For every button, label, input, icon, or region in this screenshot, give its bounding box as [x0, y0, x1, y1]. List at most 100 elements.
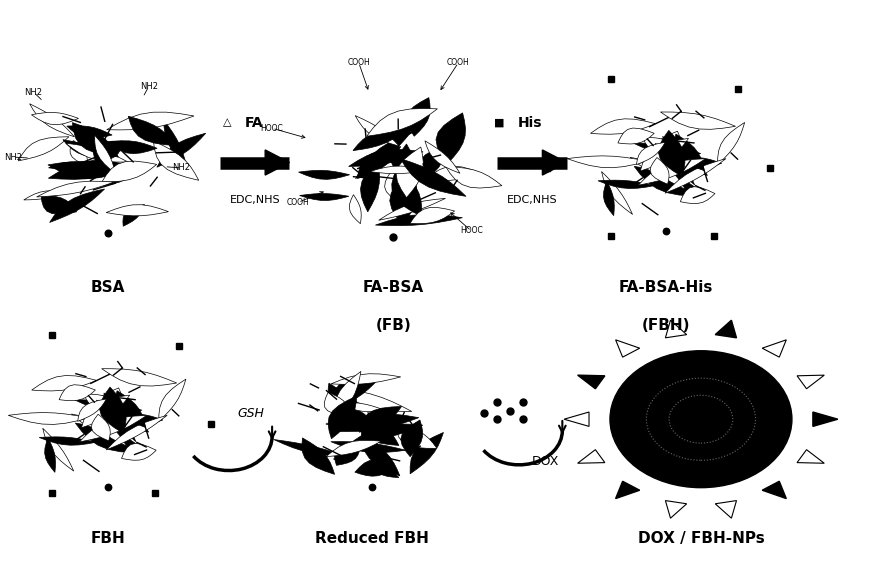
Polygon shape: [331, 374, 401, 384]
Polygon shape: [265, 150, 289, 175]
Polygon shape: [45, 438, 55, 472]
Text: (FB): (FB): [375, 317, 411, 332]
Polygon shape: [369, 166, 426, 173]
Polygon shape: [86, 135, 118, 168]
Text: His: His: [517, 116, 542, 130]
Polygon shape: [578, 450, 605, 463]
Polygon shape: [401, 420, 423, 457]
Polygon shape: [78, 399, 106, 421]
Polygon shape: [349, 149, 423, 166]
Text: BSA: BSA: [90, 281, 125, 295]
Polygon shape: [164, 120, 187, 166]
Polygon shape: [355, 116, 399, 146]
Polygon shape: [578, 375, 605, 389]
Polygon shape: [298, 170, 350, 179]
Polygon shape: [71, 414, 119, 431]
Polygon shape: [24, 191, 67, 200]
Polygon shape: [328, 396, 357, 439]
Text: DOX: DOX: [531, 456, 559, 468]
Text: DOX / FBH-NPs: DOX / FBH-NPs: [638, 532, 765, 547]
Polygon shape: [92, 412, 126, 446]
Polygon shape: [66, 143, 128, 162]
Polygon shape: [660, 112, 736, 129]
Polygon shape: [353, 131, 405, 150]
Polygon shape: [153, 141, 199, 180]
Polygon shape: [37, 181, 114, 197]
Polygon shape: [338, 392, 358, 416]
Polygon shape: [663, 137, 695, 185]
Polygon shape: [637, 142, 666, 165]
Polygon shape: [119, 414, 163, 425]
Polygon shape: [335, 387, 412, 411]
Polygon shape: [41, 195, 76, 214]
Polygon shape: [101, 170, 138, 186]
Polygon shape: [640, 138, 688, 171]
Polygon shape: [396, 147, 424, 198]
Polygon shape: [392, 167, 422, 217]
Polygon shape: [82, 395, 130, 428]
Text: FBH: FBH: [90, 532, 125, 547]
Text: (FBH): (FBH): [642, 317, 690, 332]
Polygon shape: [328, 383, 349, 408]
Polygon shape: [8, 412, 89, 425]
Polygon shape: [367, 108, 438, 137]
Polygon shape: [335, 372, 361, 420]
Polygon shape: [116, 391, 146, 427]
Polygon shape: [616, 340, 639, 357]
Polygon shape: [410, 207, 454, 223]
Polygon shape: [674, 134, 704, 170]
Polygon shape: [367, 412, 410, 432]
Polygon shape: [375, 214, 462, 226]
Polygon shape: [43, 428, 74, 471]
Polygon shape: [353, 424, 423, 441]
Polygon shape: [361, 428, 393, 475]
Polygon shape: [389, 137, 417, 195]
Polygon shape: [564, 412, 589, 426]
Polygon shape: [400, 158, 466, 196]
Text: COOH: COOH: [287, 198, 310, 207]
Polygon shape: [425, 141, 460, 173]
Polygon shape: [73, 123, 118, 157]
Polygon shape: [618, 128, 654, 144]
Text: COOH: COOH: [347, 58, 370, 67]
Polygon shape: [426, 166, 479, 180]
Polygon shape: [334, 448, 360, 465]
Polygon shape: [334, 414, 419, 431]
Polygon shape: [590, 119, 655, 134]
Polygon shape: [436, 113, 466, 164]
Polygon shape: [106, 415, 168, 450]
Polygon shape: [616, 482, 639, 499]
Text: NH2: NH2: [139, 82, 158, 91]
Polygon shape: [119, 414, 135, 444]
Text: HOOC: HOOC: [260, 124, 283, 133]
Text: EDC,NHS: EDC,NHS: [230, 195, 280, 204]
Polygon shape: [83, 394, 123, 410]
Text: NH2: NH2: [25, 88, 42, 97]
Polygon shape: [373, 463, 399, 478]
Polygon shape: [32, 376, 96, 391]
Polygon shape: [107, 112, 194, 130]
Polygon shape: [655, 131, 681, 164]
Polygon shape: [389, 172, 417, 225]
Polygon shape: [123, 204, 145, 226]
Polygon shape: [602, 172, 632, 214]
Polygon shape: [358, 147, 401, 179]
Polygon shape: [813, 412, 838, 426]
Text: NH2: NH2: [4, 153, 22, 162]
Polygon shape: [334, 378, 367, 401]
Polygon shape: [302, 438, 335, 475]
Polygon shape: [678, 157, 722, 168]
Polygon shape: [48, 161, 125, 179]
Polygon shape: [360, 407, 402, 432]
Polygon shape: [716, 501, 737, 518]
Polygon shape: [367, 437, 400, 476]
Polygon shape: [103, 393, 136, 442]
Polygon shape: [98, 411, 127, 446]
Polygon shape: [665, 158, 726, 193]
Polygon shape: [362, 419, 399, 445]
Polygon shape: [118, 406, 148, 432]
Polygon shape: [48, 160, 134, 179]
Polygon shape: [542, 150, 567, 175]
Polygon shape: [30, 104, 75, 137]
Ellipse shape: [610, 351, 792, 488]
